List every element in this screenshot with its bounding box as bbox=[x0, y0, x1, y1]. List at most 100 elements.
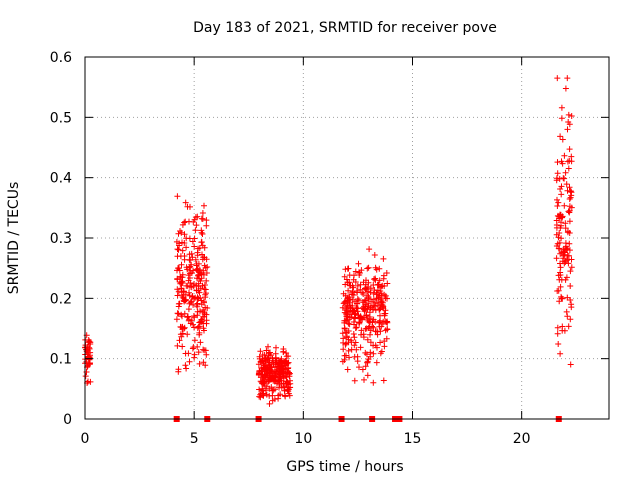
data-point bbox=[353, 324, 360, 331]
data-point bbox=[194, 213, 201, 220]
data-point bbox=[282, 393, 289, 400]
data-point bbox=[373, 289, 380, 296]
data-point bbox=[277, 357, 284, 364]
data-point bbox=[564, 313, 571, 320]
data-point bbox=[266, 359, 273, 366]
data-point bbox=[370, 324, 377, 331]
data-point bbox=[565, 111, 572, 118]
data-point bbox=[565, 323, 572, 330]
data-point bbox=[555, 199, 562, 206]
data-point bbox=[558, 158, 565, 165]
data-point bbox=[194, 294, 201, 301]
data-point bbox=[363, 312, 370, 318]
data-point bbox=[364, 372, 371, 379]
data-point bbox=[373, 359, 380, 366]
data-point bbox=[555, 341, 562, 347]
data-point bbox=[566, 196, 573, 202]
data-point bbox=[377, 288, 384, 294]
data-point bbox=[173, 238, 180, 245]
data-point bbox=[191, 295, 197, 302]
data-point bbox=[184, 314, 191, 321]
data-point bbox=[285, 390, 292, 397]
data-point bbox=[374, 344, 380, 351]
data-point bbox=[197, 278, 204, 284]
x-tick-label: 0 bbox=[81, 431, 90, 447]
data-point bbox=[347, 302, 353, 309]
data-point bbox=[361, 376, 367, 383]
data-point bbox=[179, 271, 186, 278]
data-point bbox=[87, 339, 94, 346]
data-point bbox=[350, 331, 357, 337]
data-point bbox=[192, 256, 199, 263]
y-axis-label: SRMTID / TECUs bbox=[6, 182, 22, 295]
data-point bbox=[561, 248, 567, 255]
data-point bbox=[360, 304, 366, 311]
data-point bbox=[278, 360, 285, 367]
data-point bbox=[358, 267, 365, 274]
data-point bbox=[196, 319, 203, 326]
y-tick-label: 0.6 bbox=[50, 50, 72, 66]
data-point bbox=[266, 385, 273, 392]
data-point bbox=[184, 331, 191, 338]
data-point bbox=[194, 249, 201, 256]
data-point bbox=[560, 255, 567, 262]
data-point bbox=[285, 381, 292, 388]
data-point bbox=[380, 255, 387, 262]
data-point bbox=[568, 264, 575, 271]
data-point bbox=[340, 290, 347, 297]
data-point bbox=[188, 269, 195, 276]
data-point bbox=[174, 286, 181, 293]
data-point bbox=[567, 194, 574, 201]
data-point bbox=[359, 289, 365, 296]
data-point bbox=[372, 275, 379, 282]
data-point bbox=[558, 115, 565, 122]
y-tick-label: 0.1 bbox=[50, 352, 72, 368]
data-point bbox=[352, 298, 358, 305]
data-point bbox=[566, 247, 573, 254]
data-point bbox=[364, 358, 371, 365]
data-point bbox=[197, 339, 204, 346]
data-point bbox=[286, 373, 293, 380]
data-point bbox=[342, 341, 349, 348]
data-point bbox=[202, 294, 209, 301]
data-point bbox=[384, 280, 391, 287]
data-point bbox=[565, 119, 572, 125]
x-tick-label: 10 bbox=[294, 431, 312, 447]
data-point bbox=[174, 276, 181, 283]
data-point bbox=[197, 308, 203, 315]
data-point bbox=[181, 231, 188, 238]
data-point bbox=[367, 339, 374, 346]
data-point bbox=[185, 313, 191, 320]
data-point bbox=[191, 337, 198, 344]
data-point bbox=[203, 222, 210, 229]
data-point bbox=[563, 274, 570, 281]
data-point bbox=[258, 390, 265, 397]
data-point bbox=[376, 277, 383, 284]
data-point bbox=[192, 227, 199, 234]
data-point bbox=[565, 165, 572, 172]
data-point bbox=[268, 364, 275, 371]
data-point bbox=[191, 243, 198, 250]
data-point bbox=[378, 348, 385, 355]
data-point bbox=[564, 294, 571, 301]
data-point bbox=[342, 281, 349, 288]
data-point bbox=[381, 291, 388, 298]
data-point bbox=[568, 153, 575, 160]
data-point bbox=[275, 395, 282, 402]
data-point bbox=[178, 311, 185, 318]
data-point bbox=[200, 359, 207, 366]
data-point bbox=[196, 245, 203, 251]
data-point bbox=[185, 306, 192, 313]
data-point bbox=[346, 321, 353, 328]
data-point bbox=[177, 331, 184, 338]
data-point bbox=[200, 346, 207, 353]
data-point bbox=[191, 351, 198, 358]
data-point bbox=[201, 202, 207, 209]
data-point bbox=[366, 246, 373, 253]
data-point bbox=[175, 246, 182, 253]
data-point bbox=[179, 343, 186, 350]
data-point bbox=[371, 303, 378, 310]
data-point bbox=[280, 349, 287, 355]
data-point bbox=[566, 184, 573, 191]
data-point bbox=[341, 317, 348, 324]
